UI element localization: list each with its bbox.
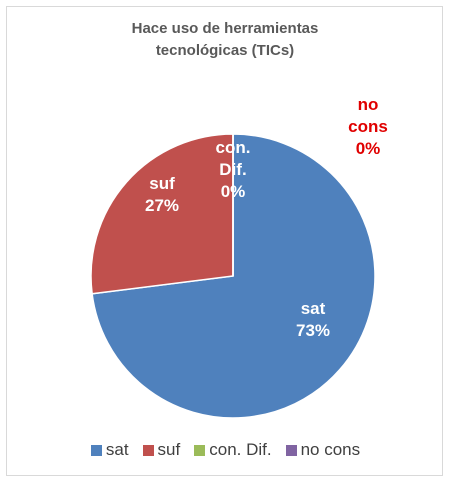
- legend: sat suf con. Dif. no cons: [0, 440, 451, 460]
- data-label-name: sat: [300, 299, 326, 318]
- legend-swatch: [90, 444, 102, 456]
- data-label: no cons 0%: [343, 94, 393, 160]
- legend-label: suf: [157, 440, 181, 459]
- legend-label: no cons: [300, 440, 361, 459]
- data-label-value: 0%: [355, 139, 381, 158]
- legend-swatch: [142, 444, 154, 456]
- legend-swatch: [194, 444, 206, 456]
- legend-label: sat: [105, 440, 129, 459]
- data-label: suf 27%: [137, 173, 187, 217]
- data-label-name: con. Dif.: [215, 138, 251, 179]
- pie-slice: [90, 133, 234, 295]
- chart-frame: [6, 6, 443, 476]
- chart-title: Hace uso de herramientas tecnológicas (T…: [131, 20, 319, 59]
- data-label: sat 73%: [288, 298, 338, 342]
- legend-item: con. Dif.: [194, 440, 272, 460]
- legend-item: sat: [90, 440, 129, 460]
- legend-item: suf: [142, 440, 181, 460]
- legend-item: no cons: [285, 440, 361, 460]
- data-label-value: 73%: [295, 321, 331, 340]
- data-label: con. Dif. 0%: [208, 137, 258, 203]
- data-label-name: suf: [149, 174, 175, 193]
- data-label-name: no cons: [348, 95, 388, 136]
- legend-label: con. Dif.: [209, 440, 272, 459]
- legend-swatch: [285, 444, 297, 456]
- data-label-value: 27%: [144, 196, 180, 215]
- data-label-value: 0%: [220, 182, 246, 201]
